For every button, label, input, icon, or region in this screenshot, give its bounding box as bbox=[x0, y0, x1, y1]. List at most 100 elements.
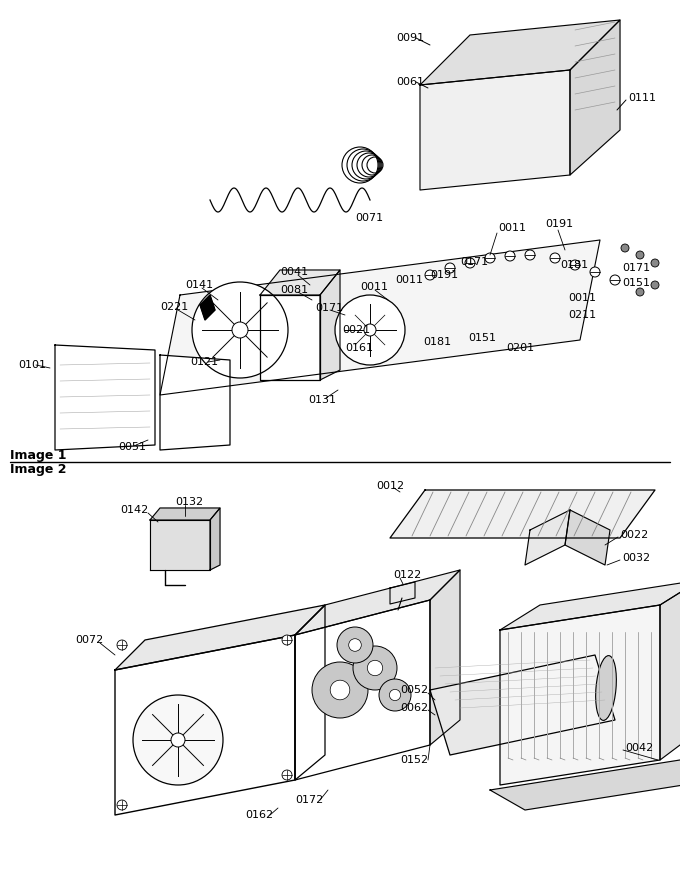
Circle shape bbox=[570, 260, 580, 270]
Text: 0091: 0091 bbox=[396, 33, 424, 43]
Circle shape bbox=[445, 263, 455, 273]
Polygon shape bbox=[525, 510, 570, 565]
Text: 0141: 0141 bbox=[185, 280, 213, 290]
Circle shape bbox=[379, 679, 411, 711]
Text: 0011: 0011 bbox=[395, 275, 423, 285]
Text: 0132: 0132 bbox=[175, 497, 203, 507]
Circle shape bbox=[550, 253, 560, 263]
Text: 0101: 0101 bbox=[18, 360, 46, 370]
Text: 0111: 0111 bbox=[628, 93, 656, 103]
Text: 0041: 0041 bbox=[280, 267, 308, 277]
Polygon shape bbox=[260, 270, 340, 295]
Polygon shape bbox=[260, 295, 320, 380]
Text: 0011: 0011 bbox=[568, 293, 596, 303]
Text: 0191: 0191 bbox=[430, 270, 458, 280]
Ellipse shape bbox=[596, 655, 616, 721]
Circle shape bbox=[353, 646, 397, 690]
Text: 0071: 0071 bbox=[355, 213, 383, 223]
Text: 0221: 0221 bbox=[160, 302, 188, 312]
Polygon shape bbox=[200, 295, 215, 320]
Polygon shape bbox=[160, 355, 230, 450]
Circle shape bbox=[282, 770, 292, 780]
Circle shape bbox=[590, 267, 600, 277]
Text: 0022: 0022 bbox=[620, 530, 648, 540]
Text: Image 1: Image 1 bbox=[10, 449, 67, 461]
Circle shape bbox=[364, 324, 376, 336]
Text: 0142: 0142 bbox=[120, 505, 148, 515]
Circle shape bbox=[192, 282, 288, 378]
Polygon shape bbox=[55, 345, 155, 450]
Circle shape bbox=[465, 258, 475, 268]
Circle shape bbox=[636, 288, 644, 296]
Polygon shape bbox=[390, 490, 655, 538]
Text: 0191: 0191 bbox=[545, 219, 573, 229]
Text: 0042: 0042 bbox=[625, 743, 653, 753]
Text: 0171: 0171 bbox=[622, 263, 650, 273]
Text: 0151: 0151 bbox=[622, 278, 650, 288]
Text: 0181: 0181 bbox=[560, 260, 588, 270]
Polygon shape bbox=[420, 20, 620, 85]
Text: 0171: 0171 bbox=[315, 303, 343, 313]
Circle shape bbox=[390, 690, 401, 700]
Text: 0081: 0081 bbox=[280, 285, 308, 295]
Text: 0021: 0021 bbox=[342, 325, 370, 335]
Circle shape bbox=[117, 640, 127, 650]
Text: 0121: 0121 bbox=[190, 357, 218, 367]
Text: 0172: 0172 bbox=[295, 795, 323, 805]
Text: 0211: 0211 bbox=[568, 310, 596, 320]
Circle shape bbox=[133, 695, 223, 785]
Circle shape bbox=[485, 253, 495, 263]
Circle shape bbox=[651, 281, 659, 289]
Polygon shape bbox=[115, 605, 325, 670]
Polygon shape bbox=[210, 508, 220, 570]
Polygon shape bbox=[320, 270, 340, 380]
Text: 0171: 0171 bbox=[460, 257, 488, 267]
Circle shape bbox=[337, 627, 373, 663]
Polygon shape bbox=[565, 510, 610, 565]
Text: 0011: 0011 bbox=[498, 223, 526, 233]
Text: 0181: 0181 bbox=[423, 337, 451, 347]
Circle shape bbox=[621, 244, 629, 252]
Text: 0051: 0051 bbox=[118, 442, 146, 452]
Text: 0161: 0161 bbox=[345, 343, 373, 353]
Text: 0152: 0152 bbox=[400, 755, 428, 765]
Text: 0061: 0061 bbox=[396, 77, 424, 87]
Polygon shape bbox=[500, 580, 680, 630]
Polygon shape bbox=[430, 570, 460, 745]
Circle shape bbox=[171, 733, 185, 747]
Circle shape bbox=[505, 251, 515, 261]
Text: 0201: 0201 bbox=[506, 343, 534, 353]
Text: 0062: 0062 bbox=[400, 703, 428, 713]
Polygon shape bbox=[295, 600, 430, 780]
Circle shape bbox=[636, 251, 644, 259]
Text: 0011: 0011 bbox=[360, 282, 388, 292]
Polygon shape bbox=[295, 570, 460, 635]
Text: 0162: 0162 bbox=[245, 810, 273, 820]
Polygon shape bbox=[150, 520, 210, 570]
Text: Image 2: Image 2 bbox=[10, 464, 67, 476]
Polygon shape bbox=[500, 605, 660, 785]
Polygon shape bbox=[160, 240, 600, 395]
Circle shape bbox=[610, 275, 620, 285]
Text: 0072: 0072 bbox=[75, 635, 103, 645]
Circle shape bbox=[117, 800, 127, 810]
Polygon shape bbox=[570, 20, 620, 175]
Polygon shape bbox=[490, 760, 680, 810]
Circle shape bbox=[651, 259, 659, 267]
Circle shape bbox=[232, 322, 248, 338]
Circle shape bbox=[282, 635, 292, 645]
Text: 0012: 0012 bbox=[376, 481, 404, 491]
Circle shape bbox=[349, 639, 361, 651]
Circle shape bbox=[330, 680, 350, 699]
Polygon shape bbox=[660, 580, 680, 760]
Circle shape bbox=[525, 250, 535, 260]
Circle shape bbox=[312, 662, 368, 718]
Circle shape bbox=[367, 661, 383, 676]
Polygon shape bbox=[115, 635, 295, 815]
Circle shape bbox=[335, 295, 405, 365]
Text: 0151: 0151 bbox=[468, 333, 496, 343]
Polygon shape bbox=[390, 582, 415, 604]
Text: 0131: 0131 bbox=[308, 395, 336, 405]
Polygon shape bbox=[295, 605, 325, 780]
Text: 0052: 0052 bbox=[400, 685, 428, 695]
